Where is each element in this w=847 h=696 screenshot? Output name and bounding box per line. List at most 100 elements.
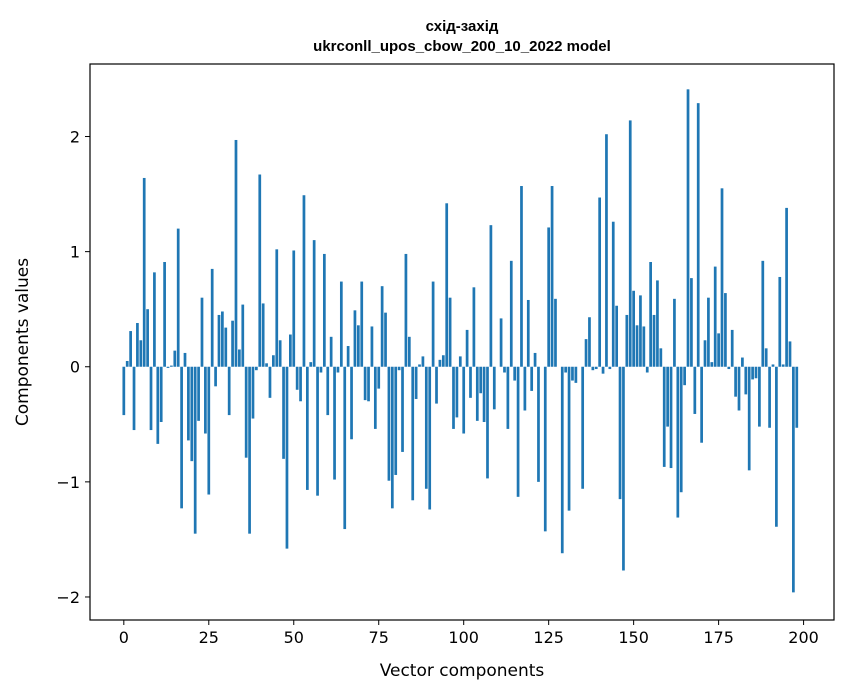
bar (754, 366, 758, 379)
x-tick-label: 100 (448, 628, 479, 647)
bar (329, 336, 333, 367)
bar (472, 287, 476, 367)
bar (289, 334, 292, 367)
bar (142, 177, 146, 367)
bar (251, 366, 255, 419)
bar (462, 366, 466, 434)
bar (567, 366, 571, 511)
bar (785, 207, 788, 367)
bar (414, 366, 418, 399)
bar (125, 360, 129, 367)
bar (795, 366, 799, 428)
bar (204, 366, 207, 434)
bar (153, 272, 156, 367)
bar (584, 339, 588, 367)
bar (292, 250, 296, 367)
bar (214, 366, 217, 387)
bar (506, 366, 510, 429)
bar (513, 366, 517, 381)
bar (302, 195, 306, 367)
chart-subtitle: ukrconll_upos_cbow_200_10_2022 model (313, 38, 611, 55)
bar (533, 352, 537, 367)
bar (479, 366, 483, 394)
bar (156, 366, 160, 444)
bar (458, 356, 462, 367)
bar (747, 366, 751, 471)
bar (397, 366, 401, 371)
bar (234, 139, 238, 367)
y-tick-label: 0 (70, 358, 80, 377)
bar (333, 366, 336, 480)
bar (516, 366, 520, 497)
bar (492, 366, 496, 410)
bar (282, 366, 285, 459)
bar (707, 297, 710, 367)
bar (248, 366, 251, 534)
bar (343, 366, 347, 530)
bar (367, 366, 370, 402)
bar (322, 253, 326, 367)
bar (713, 266, 717, 367)
bar (424, 366, 428, 489)
bar (268, 366, 272, 398)
bar (659, 348, 663, 367)
x-tick-label: 0 (119, 628, 129, 647)
bar (662, 366, 666, 467)
bar (139, 340, 143, 367)
bar (720, 188, 724, 367)
bar (401, 366, 404, 452)
bar (176, 228, 180, 367)
bar (489, 225, 493, 367)
bar (207, 366, 211, 495)
bar (435, 366, 438, 404)
bar (686, 89, 690, 367)
x-tick-label: 175 (703, 628, 734, 647)
bar (305, 366, 309, 490)
bar (475, 366, 479, 421)
bar (683, 366, 686, 386)
bar (632, 290, 635, 367)
bar (523, 366, 527, 411)
bar (370, 326, 374, 367)
bar (170, 365, 173, 367)
bar (676, 366, 680, 518)
bar (778, 276, 782, 367)
bar (455, 366, 459, 418)
bar (652, 314, 656, 367)
bar (122, 366, 126, 416)
bar (190, 366, 194, 462)
bar (309, 362, 313, 367)
bars-group (122, 89, 799, 593)
bar (618, 366, 622, 500)
y-tick-label: −1 (56, 473, 80, 492)
bar (700, 366, 703, 443)
bar (404, 253, 408, 367)
bar (217, 314, 221, 367)
bar (180, 366, 183, 509)
x-tick-label: 200 (788, 628, 819, 647)
bar (764, 348, 768, 367)
bar (285, 366, 289, 549)
bar (761, 260, 765, 367)
bar (509, 260, 513, 367)
bar (163, 262, 166, 367)
bar (635, 325, 639, 367)
bar (360, 281, 364, 367)
bar (380, 286, 384, 367)
bar (543, 366, 547, 532)
bar (132, 366, 136, 431)
bar (717, 333, 720, 367)
bar (554, 298, 557, 367)
bar (339, 281, 343, 367)
bar (183, 352, 187, 367)
bar (275, 249, 279, 367)
bar (656, 280, 659, 367)
bar (136, 323, 139, 367)
bar (588, 317, 591, 367)
bar (312, 240, 316, 367)
bar (499, 318, 503, 367)
bar (445, 203, 449, 367)
bar (734, 366, 737, 397)
bar (482, 366, 486, 422)
